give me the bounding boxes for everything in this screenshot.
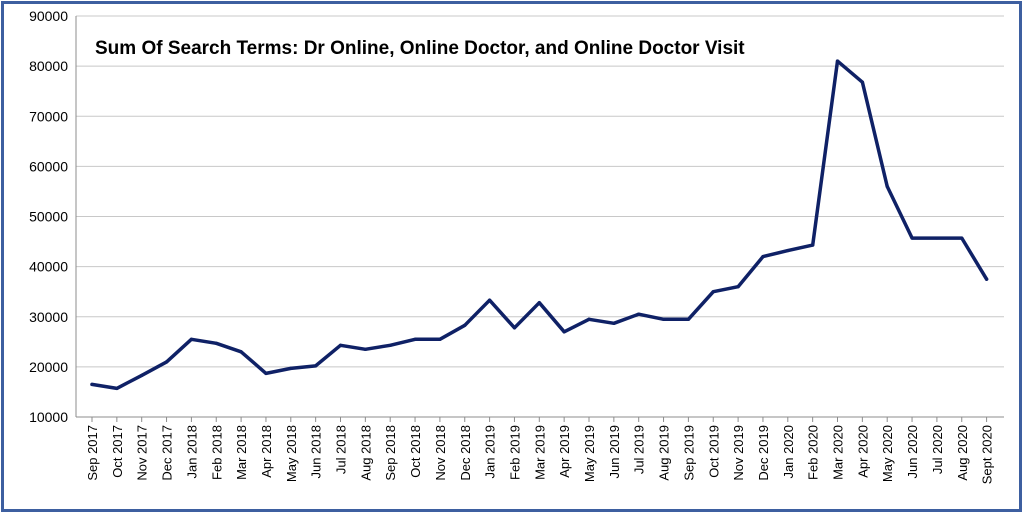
data-point <box>164 360 169 364</box>
y-axis-tick-labels: 10000 20000 30000 40000 50000 60000 70000 80000… <box>29 8 68 425</box>
x-tick-label: Feb 2018 <box>209 425 224 480</box>
x-tick-label: Apr 2019 <box>557 425 572 478</box>
data-point <box>885 184 889 189</box>
x-tick-label: Aug 2019 <box>657 425 672 481</box>
x-tick-label: Aug 2020 <box>955 425 970 481</box>
data-point <box>363 347 367 351</box>
x-tick-label: Nov 2017 <box>135 425 150 481</box>
x-tick-label: Apr 2020 <box>855 425 870 478</box>
data-point <box>985 277 989 281</box>
data-point <box>239 350 243 354</box>
data-point <box>537 301 541 305</box>
x-tick-label: Jul 2018 <box>334 425 349 474</box>
series-line-0 <box>90 59 989 391</box>
data-point <box>338 343 343 347</box>
y-tick-label: 30000 <box>29 309 68 325</box>
gridlines <box>76 15 1004 368</box>
data-point <box>314 364 318 368</box>
series-layer <box>90 59 989 391</box>
data-point <box>189 337 193 341</box>
data-point <box>512 326 517 330</box>
data-point <box>90 382 94 387</box>
x-tick-label: Dec 2019 <box>756 425 771 481</box>
x-tick-label: Jan 2019 <box>483 425 498 479</box>
data-point <box>860 80 864 84</box>
data-point <box>612 321 616 325</box>
x-tick-label: Sep 2018 <box>383 425 398 481</box>
y-tick-label: 60000 <box>29 158 68 174</box>
data-point <box>960 236 964 240</box>
data-point <box>910 236 914 240</box>
x-tick-label: Feb 2020 <box>806 425 821 480</box>
y-tick-label: 20000 <box>29 359 68 375</box>
x-tick-label: Sept 2020 <box>980 425 995 484</box>
x-tick-label: Dec 2018 <box>458 425 473 481</box>
data-point <box>786 248 790 253</box>
line-chart: 10000 20000 30000 40000 50000 60000 70000 80000… <box>29 8 1004 484</box>
data-point <box>289 366 293 370</box>
data-point <box>587 317 591 321</box>
x-tick-label: Dec 2017 <box>160 425 175 481</box>
x-tick-label: Oct 2018 <box>408 425 423 478</box>
x-tick-label: Mar 2018 <box>234 425 249 480</box>
chart-title: Sum Of Search Terms: Dr Online, Online D… <box>95 38 745 59</box>
x-tick-label: Oct 2017 <box>110 425 125 478</box>
x-tick-label: Feb 2019 <box>507 425 522 480</box>
data-point <box>115 386 119 391</box>
data-point <box>686 317 691 321</box>
data-point <box>463 323 467 327</box>
x-tick-label: May 2018 <box>284 425 299 482</box>
data-point <box>413 337 417 341</box>
x-tick-label: Mar 2020 <box>831 425 846 480</box>
x-axis-tick-labels: Sep 2017 Oct 2017 Nov 2017 Dec 2017 Jan 2018… <box>85 425 995 484</box>
y-tick-label: 80000 <box>29 58 68 74</box>
x-tick-label: Nov 2019 <box>731 425 746 481</box>
y-tick-label: 50000 <box>29 209 68 225</box>
x-tick-label: May 2020 <box>880 425 895 482</box>
y-tick-label: 40000 <box>29 259 68 275</box>
x-tick-label: Jul 2020 <box>930 425 945 474</box>
data-point <box>736 285 740 289</box>
data-point <box>488 298 492 302</box>
data-point <box>388 343 392 347</box>
y-tick-label: 10000 <box>29 409 68 425</box>
x-tick-label: Mar 2019 <box>532 425 547 480</box>
data-point <box>140 373 144 377</box>
data-point <box>214 341 218 345</box>
data-point <box>811 243 815 247</box>
x-tick-label: Jun 2020 <box>905 425 920 479</box>
data-point <box>637 312 641 316</box>
x-tick-label: Jul 2019 <box>632 425 647 474</box>
x-tick-label: Sep 2017 <box>85 425 100 481</box>
axes <box>75 16 1004 422</box>
x-tick-label: Jan 2018 <box>184 425 199 479</box>
x-tick-label: May 2019 <box>582 425 597 482</box>
x-tick-label: Oct 2019 <box>706 425 721 478</box>
x-tick-label: Jun 2019 <box>607 425 622 479</box>
data-point <box>264 371 268 375</box>
data-point <box>761 255 765 259</box>
x-tick-label: Nov 2018 <box>433 425 448 481</box>
x-tick-label: Apr 2018 <box>259 425 274 478</box>
data-point <box>438 337 442 341</box>
x-tick-label: Sep 2019 <box>681 425 696 481</box>
x-tick-label: Aug 2018 <box>358 425 373 481</box>
data-point <box>935 236 939 240</box>
x-tick-label: Jun 2018 <box>309 425 324 479</box>
data-point <box>711 290 715 294</box>
y-tick-label: 90000 <box>29 8 68 24</box>
x-tick-label: Jan 2020 <box>781 425 796 479</box>
y-tick-label: 70000 <box>29 108 68 124</box>
data-point <box>562 330 566 334</box>
data-point <box>661 317 666 321</box>
data-point <box>835 59 840 63</box>
